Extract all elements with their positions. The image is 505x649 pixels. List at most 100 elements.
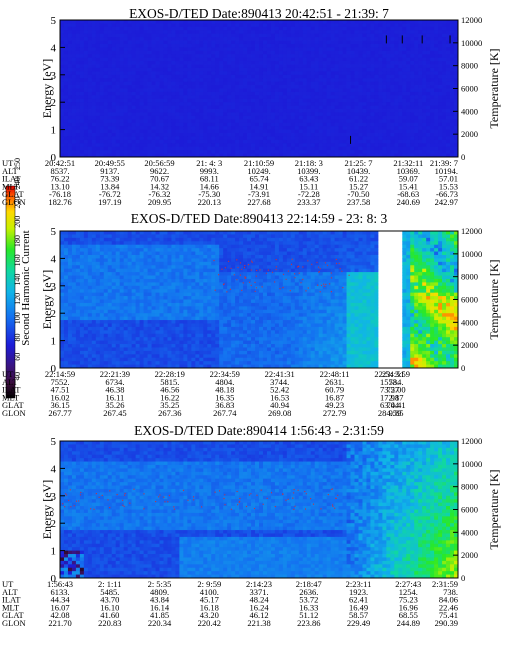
spectrogram-cell bbox=[414, 64, 419, 69]
spectrogram-cell bbox=[199, 91, 204, 96]
spectrogram-cell bbox=[302, 105, 308, 110]
spectrogram-cell bbox=[219, 105, 224, 110]
spectrogram-cell bbox=[235, 57, 240, 62]
spectrogram-cell bbox=[274, 64, 280, 69]
spectrogram-cell bbox=[330, 105, 336, 110]
spectrogram-cell bbox=[223, 81, 228, 86]
spectrogram-cell bbox=[155, 122, 160, 127]
spectrogram bbox=[60, 20, 459, 158]
spectrogram-cell bbox=[79, 237, 85, 242]
spectrogram-cell bbox=[211, 153, 216, 158]
spectrogram-cell bbox=[334, 43, 339, 48]
spectrogram-cell bbox=[67, 33, 73, 38]
spectrogram-cell bbox=[414, 122, 419, 127]
spectrogram-cell bbox=[414, 57, 419, 62]
spectrogram-cell bbox=[60, 33, 65, 38]
spectrogram-cell bbox=[430, 81, 435, 86]
spectrogram-cell bbox=[191, 133, 196, 137]
spectrogram-cell bbox=[91, 234, 97, 239]
spectrogram-cell bbox=[135, 289, 140, 294]
spectrogram-cell bbox=[406, 43, 411, 48]
spectrogram-cell bbox=[179, 54, 184, 59]
spectrogram-cell bbox=[334, 119, 339, 124]
spectrogram-cell bbox=[179, 88, 184, 93]
spectrogram-cell bbox=[63, 47, 69, 52]
spectrogram-cell bbox=[139, 112, 144, 117]
spectrogram-cell bbox=[410, 133, 415, 137]
spectrogram-cell bbox=[127, 278, 133, 283]
spectrogram-cell bbox=[71, 316, 77, 321]
spectrogram-cell bbox=[60, 354, 65, 359]
spectrogram-cell bbox=[306, 40, 312, 45]
spectrogram-cell bbox=[111, 354, 117, 359]
spectrogram-cell bbox=[135, 139, 140, 144]
spectrogram-cell bbox=[270, 50, 276, 55]
spectrogram-cell bbox=[270, 37, 276, 41]
spectrogram-cell bbox=[223, 23, 228, 28]
spectrogram-cell bbox=[95, 309, 101, 314]
spectrogram-cell bbox=[274, 30, 280, 35]
spectrogram-cell bbox=[87, 71, 93, 76]
spectrogram-cell bbox=[374, 102, 379, 107]
spectrogram-cell bbox=[199, 139, 204, 144]
spectrogram-cell bbox=[450, 47, 455, 52]
spectrogram-cell bbox=[422, 23, 427, 28]
temperature-axis-label: Temperature [K] bbox=[487, 48, 501, 128]
spectrogram-cell bbox=[350, 139, 355, 144]
colorbar-tick-label: 140 bbox=[13, 274, 22, 286]
spectrogram-cell bbox=[131, 115, 137, 120]
spectrogram-cell bbox=[442, 112, 447, 117]
spectrogram-cell bbox=[274, 43, 280, 48]
spectrogram-cell bbox=[135, 241, 140, 246]
spectrogram-cell bbox=[211, 150, 216, 154]
spectrogram-cell bbox=[239, 153, 244, 158]
spectrogram-cell bbox=[366, 43, 371, 48]
spectrogram-cell bbox=[243, 98, 248, 103]
spectrogram-cell bbox=[386, 26, 391, 31]
spectrogram-cell bbox=[127, 330, 133, 335]
spectrogram-cell bbox=[350, 153, 355, 158]
spectrogram-cell bbox=[235, 37, 240, 41]
spectrogram-cell bbox=[147, 26, 152, 31]
spectrogram-cell bbox=[294, 78, 300, 83]
spectrogram-cell bbox=[430, 143, 435, 148]
spectrogram-cell bbox=[179, 119, 184, 124]
spectrogram-cell bbox=[191, 122, 196, 127]
spectrogram-cell bbox=[159, 33, 164, 38]
spectrogram-cell bbox=[342, 30, 347, 35]
spectrogram-cell bbox=[243, 122, 248, 127]
spectrogram-cell bbox=[342, 119, 347, 124]
spectrogram-cell bbox=[426, 129, 431, 134]
spectrogram-cell bbox=[67, 112, 73, 117]
spectrogram-cell bbox=[442, 126, 447, 130]
spectrogram-cell bbox=[247, 146, 252, 151]
spectrogram-cell bbox=[450, 115, 455, 120]
spectrogram-cell bbox=[442, 23, 447, 28]
spectrogram-cell bbox=[191, 98, 196, 103]
spectrogram-cell bbox=[314, 85, 320, 89]
spectrogram-cell bbox=[318, 153, 324, 158]
spectrogram-cell bbox=[167, 43, 172, 48]
spectrogram-cell bbox=[394, 23, 399, 28]
spectrogram-cell bbox=[75, 323, 81, 328]
spectrogram-cell bbox=[159, 102, 164, 107]
spectrogram-cell bbox=[211, 91, 216, 96]
spectrogram-cell bbox=[374, 150, 379, 154]
spectrogram-cell bbox=[430, 139, 435, 144]
spectrogram-cell bbox=[103, 102, 109, 107]
spectrogram-cell bbox=[454, 136, 459, 141]
spectrogram-cell bbox=[346, 139, 351, 144]
spectrogram-cell bbox=[410, 143, 415, 148]
spectrogram-cell bbox=[366, 153, 371, 158]
spectrogram-cell bbox=[139, 102, 144, 107]
spectrogram-cell bbox=[75, 282, 81, 287]
spectrogram-cell bbox=[338, 40, 343, 45]
spectrogram-cell bbox=[183, 98, 188, 103]
spectrogram-cell bbox=[402, 139, 407, 144]
spectrogram-cell bbox=[243, 139, 248, 144]
spectrogram-cell bbox=[131, 143, 137, 148]
spectrogram-cell bbox=[67, 146, 73, 151]
spectrogram-cell bbox=[322, 105, 328, 110]
spectrogram-cell bbox=[131, 91, 137, 96]
spectrogram-cell bbox=[179, 78, 184, 83]
